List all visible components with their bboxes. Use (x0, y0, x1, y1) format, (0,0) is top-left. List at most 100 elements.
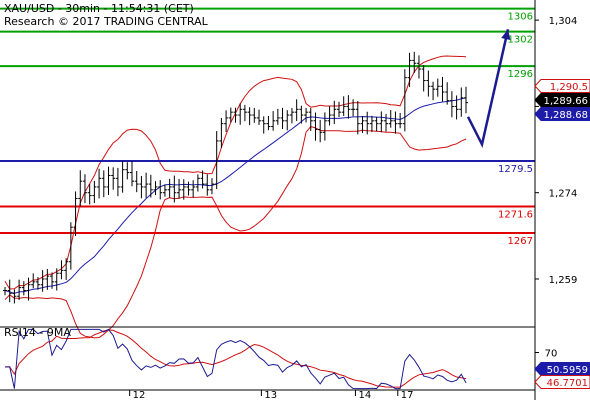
price-bar (54, 268, 59, 291)
rsi-tag-box (534, 375, 590, 389)
rsi-tag-label: 46.7701 (547, 378, 588, 389)
projection-path (466, 29, 510, 149)
moving-average-line (4, 97, 467, 294)
price-tick-label: 1,274 (549, 189, 578, 200)
price-bar (17, 279, 22, 300)
rsi-panel (0, 326, 535, 390)
price-bar (59, 260, 64, 280)
price-bar (407, 52, 412, 88)
price-bar (125, 162, 130, 180)
price-bar (21, 281, 26, 296)
price-tag-0: 1,290.5 (534, 79, 590, 93)
price-bar (148, 174, 153, 198)
price-bar (233, 107, 238, 123)
price-bar (257, 109, 262, 125)
time-tick-label: 13 (264, 390, 277, 400)
price-bar (68, 222, 73, 270)
rsi-moving-average-line (5, 329, 467, 388)
chart-title: XAU/USD - 30min - 11:54:31 (CET) (4, 2, 194, 15)
price-bar (398, 112, 403, 129)
price-bar (31, 273, 36, 289)
rsi-tag-1: 46.7701 (534, 375, 590, 389)
rsi-tick-label: 70 (545, 349, 558, 360)
price-bar (304, 108, 309, 123)
price-bar (200, 170, 205, 189)
price-bar (351, 99, 356, 117)
price-bar (289, 108, 294, 124)
price-bar (464, 86, 468, 114)
price-bar (379, 111, 384, 133)
price-bar (191, 180, 196, 198)
level-label-4: 1271.6 (498, 210, 533, 221)
price-bar (402, 69, 407, 132)
price-bar (374, 116, 379, 132)
bollinger-lower-band (4, 126, 467, 339)
price-bar (431, 81, 436, 101)
price-bar (271, 111, 276, 131)
price-bar (158, 180, 163, 200)
price-bar (26, 277, 31, 301)
price-bar (78, 170, 83, 207)
price-bar (346, 95, 351, 119)
price-bar (73, 191, 78, 236)
price-bar (172, 175, 177, 203)
price-bar (435, 78, 440, 97)
price-bar (40, 270, 45, 292)
price-bar (12, 289, 17, 304)
price-tag-box (534, 79, 590, 93)
price-bar (111, 167, 116, 190)
price-bar (416, 55, 421, 79)
price-bar (275, 108, 280, 125)
price-tag-label: 1,290.5 (550, 82, 588, 93)
price-bar (50, 272, 55, 289)
price-bar (318, 119, 323, 143)
price-bar (115, 167, 120, 197)
price-bar (92, 180, 97, 204)
price-bar (205, 174, 210, 196)
price-bar (440, 76, 445, 102)
rsi-tag-box (534, 362, 590, 376)
price-bar (252, 108, 257, 123)
price-bar (87, 184, 92, 205)
rsi-line (5, 328, 467, 390)
price-bar (181, 179, 186, 200)
price-bar (327, 106, 332, 126)
price-bar (97, 168, 102, 199)
price-bar (393, 111, 398, 134)
price-bar (242, 104, 247, 122)
price-bar (219, 117, 224, 148)
price-tag-1: 1,289.66 (534, 93, 590, 107)
price-bar (355, 101, 360, 135)
rsi-tag-label: 50.5959 (547, 365, 588, 376)
price-bar (153, 181, 158, 196)
price-bar (82, 174, 87, 204)
price-bars (3, 51, 468, 304)
price-bar (322, 112, 327, 141)
price-bar (426, 70, 431, 97)
level-label-3: 1279.5 (498, 164, 533, 175)
price-tag-label: 1,288.68 (543, 110, 588, 121)
price-bar (388, 110, 393, 128)
price-bar (294, 99, 299, 122)
price-bar (195, 174, 200, 192)
level-label-0: 1306 (508, 12, 533, 23)
price-tick-label: 1,259 (549, 275, 578, 286)
price-bar (238, 103, 243, 125)
price-bar (341, 96, 346, 116)
price-bar (412, 51, 417, 74)
price-bar (365, 111, 370, 135)
price-bar (449, 91, 454, 118)
price-bar (299, 105, 304, 124)
price-bar (64, 258, 69, 280)
price-bar (134, 170, 139, 193)
price-tag-label: 1,289.66 (543, 96, 588, 107)
price-bar (162, 184, 167, 197)
price-bar (106, 166, 111, 196)
price-bar (308, 108, 313, 131)
price-bar (336, 101, 341, 118)
time-tick-label: 12 (133, 390, 146, 400)
price-tags: 1,290.5 1,289.66 1,288.68 50.5959 46.7701 (534, 79, 590, 389)
rsi-label: RSI14 - 9MA (4, 326, 71, 339)
price-bar (228, 107, 233, 123)
price-bar (186, 181, 191, 196)
